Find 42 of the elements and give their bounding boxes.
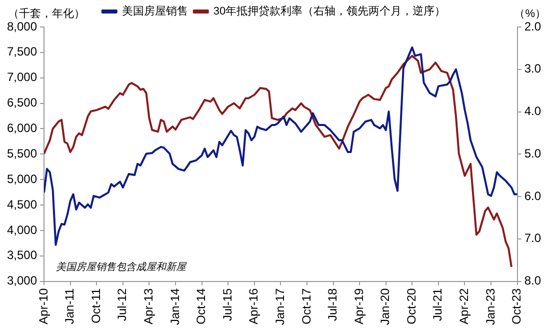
x-tick-label: Oct-14 <box>194 288 208 324</box>
y-tick-label: 8,000 <box>7 19 38 34</box>
y2-tick-label: 6.0 <box>524 188 542 203</box>
x-tick-label: Jul-15 <box>220 288 234 321</box>
x-tick-label: Jan-20 <box>378 288 392 326</box>
legend-label: 30年抵押贷款利率（右轴，领先两个月，逆序） <box>213 4 446 18</box>
y-tick-label: 3,500 <box>7 248 38 262</box>
x-tick-label: Jan-14 <box>168 288 182 326</box>
x-tick-label: Jul-12 <box>115 288 130 321</box>
x-tick-label: Apr-22 <box>457 288 472 324</box>
x-tick-label: Apr-19 <box>352 288 366 324</box>
y-tick-label: 6,000 <box>7 121 38 136</box>
x-tick-label: Jan-11 <box>62 288 77 324</box>
y-tick-label: 7,000 <box>7 70 38 84</box>
annotation: 美国房屋销售包含成屋和新屋 <box>56 261 188 274</box>
y-tick-label: 4,000 <box>7 222 38 237</box>
y2-axis-title: （%） <box>514 8 546 20</box>
x-tick-label: Jul-21 <box>430 288 445 321</box>
legend-label: 美国房屋销售 <box>122 4 188 18</box>
x-tick-label: Apr-13 <box>142 288 156 324</box>
y2-tick-label: 8.0 <box>524 274 542 288</box>
x-tick-label: Jan-17 <box>272 288 287 326</box>
x-tick-label: Jul-18 <box>326 288 340 321</box>
x-tick-label: Jan-23 <box>483 288 498 326</box>
y-tick-label: 3,000 <box>7 274 38 288</box>
y-tick-label: 4,500 <box>7 197 38 212</box>
x-tick-label: Oct-11 <box>88 288 103 324</box>
y-tick-label: 7,500 <box>7 44 38 59</box>
y2-tick-label: 3.0 <box>524 62 542 76</box>
y-tick-label: 5,000 <box>7 172 38 186</box>
y2-tick-label: 7.0 <box>524 231 542 246</box>
y2-tick-label: 4.0 <box>524 104 542 118</box>
x-tick-label: Apr-16 <box>246 288 261 324</box>
x-tick-label: Oct-17 <box>299 288 314 324</box>
x-tick-label: Oct-20 <box>404 288 418 324</box>
y-tick-label: 6,500 <box>7 96 38 110</box>
x-tick-label: Apr-10 <box>36 288 50 324</box>
y2-tick-label: 5.0 <box>524 146 542 160</box>
y2-tick-label: 2.0 <box>524 19 542 34</box>
y-axis-title: （千套，年化） <box>8 7 85 20</box>
y-tick-label: 5,500 <box>7 146 38 160</box>
x-tick-label: Oct-23 <box>510 288 524 324</box>
